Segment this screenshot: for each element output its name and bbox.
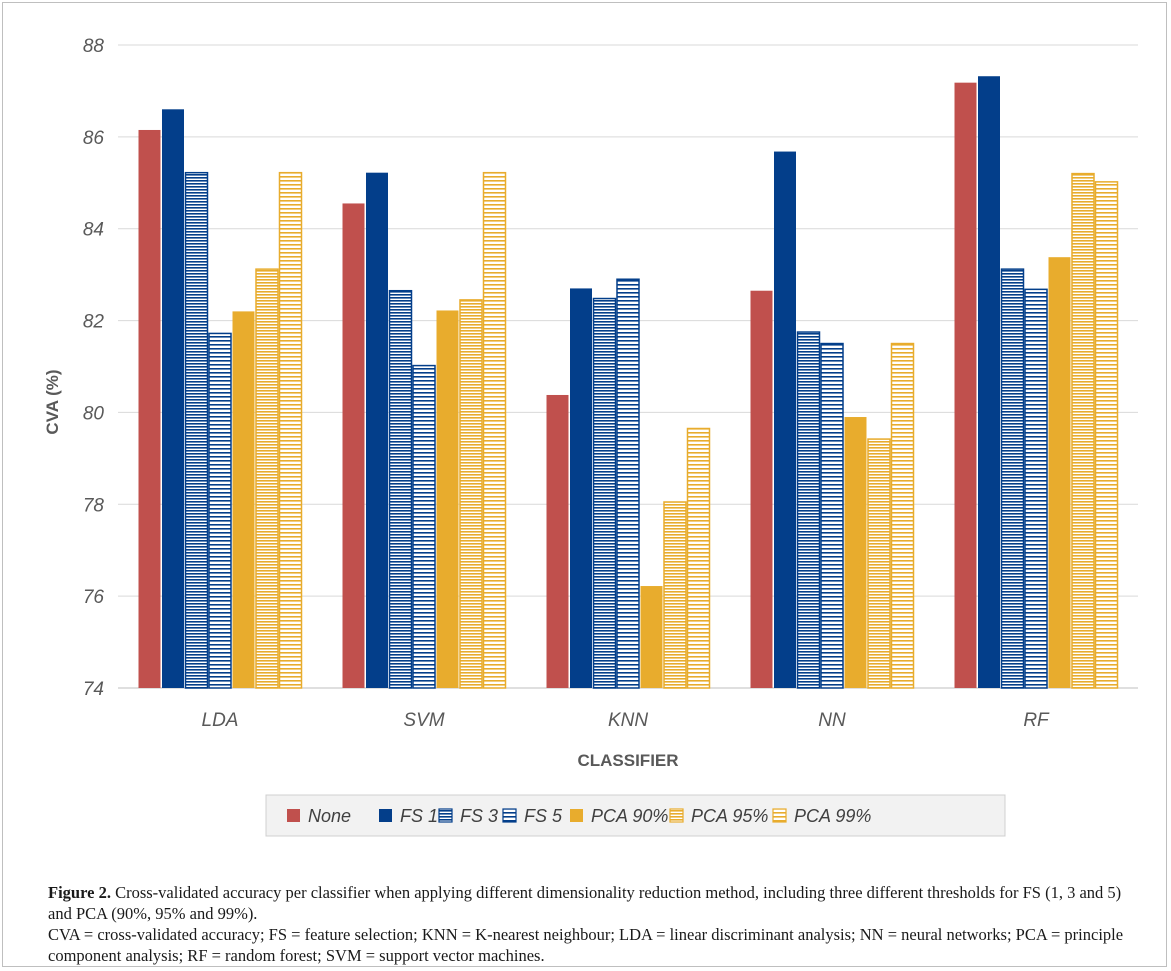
- legend-label: FS 1: [400, 806, 438, 826]
- legend-label: FS 5: [524, 806, 563, 826]
- bar-knn-pca-99-: [686, 427, 711, 689]
- y-tick-label: 76: [83, 587, 105, 608]
- legend-swatch: [379, 809, 392, 822]
- x-tick-label: NN: [818, 710, 846, 731]
- bar-nn-fs-5: [820, 342, 844, 689]
- legend-item-pca-90-: PCA 90%: [570, 806, 668, 826]
- bar-svm-none: [342, 203, 365, 689]
- bar-chart: 74 76 78 80 82 84 86 88 LDA SVM KNN NN RF CVA (%) CL…: [43, 36, 1138, 837]
- bar-lda-pca-95-: [255, 268, 279, 689]
- bar-svm-pca-90-: [436, 310, 459, 688]
- bar-lda-pca-99-: [278, 171, 303, 689]
- bar-knn-pca-90-: [640, 586, 663, 688]
- y-tick-label: 86: [83, 128, 105, 149]
- bar-nn-fs-1: [774, 151, 796, 688]
- bar-knn-fs-5: [616, 278, 640, 689]
- bar-rf-pca-95-: [1071, 172, 1095, 689]
- legend-label: PCA 90%: [591, 806, 668, 826]
- bar-knn-fs-3: [592, 297, 617, 689]
- bar-svm-fs-5: [412, 364, 436, 689]
- legend-item-fs-5: FS 5: [502, 806, 563, 826]
- x-axis-title: CLASSIFIER: [577, 751, 678, 770]
- bar-rf-fs-3: [1000, 268, 1025, 689]
- bar-knn-pca-95-: [663, 501, 687, 689]
- bar-nn-none: [750, 290, 773, 688]
- legend-swatch: [287, 809, 300, 822]
- legend-swatch: [669, 808, 684, 823]
- bar-lda-fs-3: [184, 171, 209, 689]
- legend-swatch: [570, 809, 583, 822]
- y-tick-label: 78: [83, 495, 105, 516]
- legend-item-pca-95-: PCA 95%: [669, 806, 768, 826]
- legend-item-fs-3: FS 3: [438, 806, 498, 826]
- bar-nn-pca-95-: [867, 438, 891, 689]
- caption-abbreviations: CVA = cross-validated accuracy; FS = fea…: [48, 925, 1124, 965]
- tick-labels: 74 76 78 80 82 84 86 88 LDA SVM KNN NN RF: [83, 36, 1050, 731]
- bar-svm-pca-99-: [482, 171, 507, 689]
- x-tick-label: LDA: [202, 710, 239, 731]
- bar-lda-fs-5: [208, 332, 232, 689]
- legend-item-none: None: [287, 806, 351, 826]
- legend-label: FS 3: [460, 806, 498, 826]
- bar-rf-none: [954, 82, 977, 688]
- bar-rf-fs-1: [978, 76, 1000, 688]
- bar-knn-none: [546, 394, 569, 688]
- bar-lda-fs-1: [162, 109, 184, 689]
- legend-label: PCA 99%: [794, 806, 871, 826]
- y-tick-label: 82: [83, 312, 105, 333]
- legend-swatch: [772, 808, 787, 823]
- bar-svm-fs-3: [388, 289, 413, 689]
- legend-label: PCA 95%: [691, 806, 768, 826]
- bar-nn-pca-99-: [890, 342, 915, 689]
- bars: [138, 76, 1119, 689]
- legend: None FS 1 FS 3 FS 5 PCA 90% PCA 95% PCA 99%: [265, 794, 1006, 837]
- y-axis-title: CVA (%): [43, 369, 62, 434]
- legend-swatch: [438, 808, 453, 823]
- legend-swatch: [502, 808, 517, 823]
- y-tick-label: 88: [83, 36, 105, 57]
- bar-rf-pca-90-: [1048, 257, 1071, 688]
- bar-svm-fs-1: [366, 172, 388, 689]
- x-tick-label: KNN: [608, 710, 648, 731]
- bar-nn-pca-90-: [844, 417, 867, 688]
- bar-lda-none: [138, 129, 161, 689]
- bar-rf-fs-5: [1024, 288, 1048, 689]
- caption-label: Figure 2.: [48, 883, 111, 902]
- bar-lda-pca-90-: [232, 311, 255, 688]
- caption-text: Cross-validated accuracy per classifier …: [48, 883, 1122, 923]
- x-tick-label: RF: [1023, 710, 1050, 731]
- bar-rf-pca-99-: [1094, 181, 1119, 689]
- bar-nn-fs-3: [796, 331, 821, 689]
- x-tick-label: SVM: [403, 710, 444, 731]
- bar-knn-fs-1: [570, 288, 592, 688]
- y-tick-label: 80: [83, 403, 105, 424]
- y-tick-label: 74: [83, 679, 104, 700]
- legend-label: None: [308, 806, 351, 826]
- legend-item-fs-1: FS 1: [379, 806, 438, 826]
- legend-item-pca-99-: PCA 99%: [772, 806, 871, 826]
- figure-caption: Figure 2. Cross-validated accuracy per c…: [48, 882, 1148, 966]
- bar-svm-pca-95-: [459, 299, 483, 689]
- y-tick-label: 84: [83, 220, 104, 241]
